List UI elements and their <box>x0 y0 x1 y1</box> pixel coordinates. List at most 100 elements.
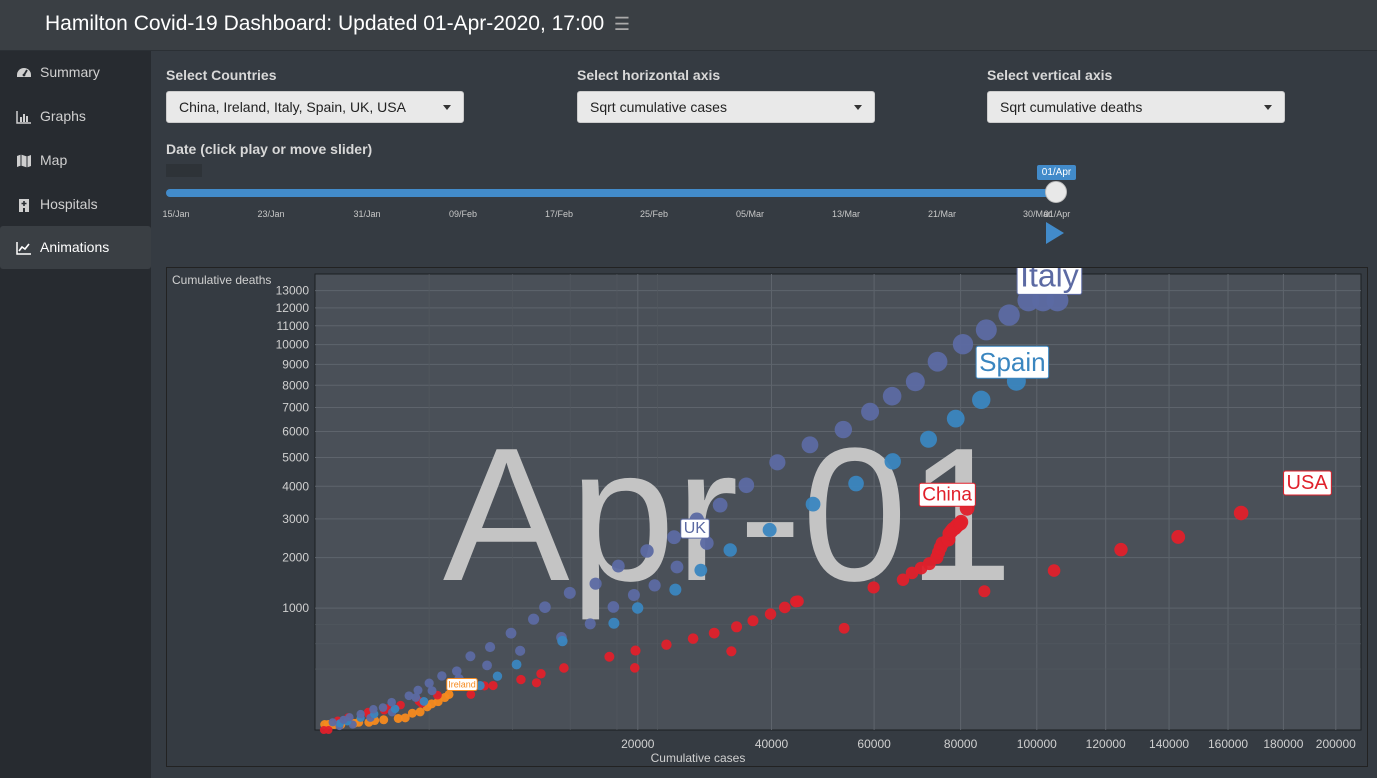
data-point <box>731 621 743 633</box>
data-point <box>589 577 602 590</box>
data-point <box>762 522 777 537</box>
data-point <box>905 372 925 392</box>
data-point <box>484 641 496 653</box>
y-tick-label: 8000 <box>282 378 309 392</box>
data-point <box>444 689 454 699</box>
country-label-text: Spain <box>979 347 1045 377</box>
y-tick-label: 6000 <box>282 424 309 438</box>
data-point <box>805 496 821 512</box>
data-point <box>407 708 417 718</box>
y-tick-label: 12000 <box>276 301 310 315</box>
country-label-text: China <box>922 484 972 505</box>
data-point <box>801 436 819 454</box>
hamburger-icon[interactable]: ☰ <box>613 14 631 34</box>
data-point <box>528 613 540 625</box>
x-tick-label: 120000 <box>1086 737 1126 751</box>
chevron-down-icon <box>1264 105 1272 110</box>
data-point <box>972 390 991 410</box>
sidebar: Summary Graphs Map Hospitals Animations <box>0 51 151 778</box>
x-tick-label: 180000 <box>1263 737 1303 751</box>
play-icon[interactable] <box>1046 222 1064 244</box>
data-point <box>387 697 396 707</box>
slider-tick-label: 25/Feb <box>639 209 669 219</box>
data-point <box>627 588 640 601</box>
country-label-text: Italy <box>1020 268 1079 293</box>
data-point <box>451 666 462 676</box>
data-point <box>559 663 569 673</box>
date-slider-thumb[interactable] <box>1045 181 1067 203</box>
sidebar-item-animations[interactable]: Animations <box>0 226 151 269</box>
data-point <box>769 454 786 471</box>
data-point <box>584 618 596 630</box>
data-point <box>747 615 759 627</box>
x-tick-label: 200000 <box>1316 737 1356 751</box>
sidebar-item-map[interactable]: Map <box>0 139 151 182</box>
sidebar-item-label: Graphs <box>40 108 86 124</box>
data-point <box>738 477 755 494</box>
sidebar-item-summary[interactable]: Summary <box>0 51 151 94</box>
country-label-text: USA <box>1287 472 1329 494</box>
countries-select[interactable]: China, Ireland, Italy, Spain, UK, USA <box>166 91 464 123</box>
data-point <box>661 639 672 650</box>
country-label-box <box>446 677 478 691</box>
data-point <box>927 351 948 372</box>
data-point <box>393 713 403 723</box>
x-tick-label: 100000 <box>1017 737 1057 751</box>
data-point <box>356 709 365 719</box>
data-point <box>1233 505 1249 521</box>
vaxis-select-value: Sqrt cumulative deaths <box>1000 99 1143 115</box>
data-point <box>531 678 542 688</box>
data-point <box>515 645 526 656</box>
slider-tick-label: 31/Jan <box>353 209 381 219</box>
data-point <box>563 586 576 599</box>
data-point <box>611 559 625 573</box>
date-slider-track[interactable] <box>166 189 1056 197</box>
y-axis-label: Cumulative deaths <box>172 273 271 287</box>
data-point <box>482 660 492 671</box>
country-label: Ireland <box>446 677 478 691</box>
chevron-down-icon <box>443 105 451 110</box>
data-point <box>1047 564 1061 577</box>
sidebar-item-hospitals[interactable]: Hospitals <box>0 183 151 226</box>
slider-tick-label: 23/Jan <box>257 209 285 219</box>
x-tick-label: 160000 <box>1208 737 1248 751</box>
sidebar-item-label: Map <box>40 152 68 168</box>
date-slider-value: 01/Apr <box>1037 165 1076 180</box>
vaxis-select[interactable]: Sqrt cumulative deaths <box>987 91 1285 123</box>
slider-tick-label: 05/Mar <box>735 209 765 219</box>
data-point <box>488 680 498 691</box>
data-point <box>492 671 503 681</box>
x-tick-label: 80000 <box>944 737 978 751</box>
data-point <box>390 704 400 714</box>
data-point <box>867 581 880 594</box>
x-tick-label: 20000 <box>621 737 655 751</box>
slider-tick-label: 09/Feb <box>448 209 478 219</box>
data-point <box>328 718 337 727</box>
country-label: USA <box>1283 470 1332 496</box>
data-point <box>882 386 902 406</box>
data-point <box>667 530 681 545</box>
data-point <box>708 627 720 639</box>
country-label: Spain <box>975 345 1050 379</box>
haxis-select[interactable]: Sqrt cumulative cases <box>577 91 875 123</box>
area-chart-icon <box>16 242 31 255</box>
data-point <box>424 678 434 688</box>
data-point <box>608 617 620 629</box>
data-point <box>726 646 737 657</box>
sidebar-item-label: Animations <box>40 239 110 255</box>
sidebar-item-graphs[interactable]: Graphs <box>0 95 151 138</box>
data-point <box>792 595 804 608</box>
scatter-chart: 20000 40000 60000 80000 100000 120000 140000 16… <box>172 255 1362 765</box>
data-point <box>712 497 728 513</box>
data-point <box>631 602 644 614</box>
slider-grid-handle <box>166 164 202 177</box>
data-point <box>427 686 437 696</box>
data-point <box>687 633 699 644</box>
y-tick-label: 7000 <box>282 401 309 415</box>
x-tick-label: 40000 <box>755 737 789 751</box>
data-point <box>539 601 551 613</box>
data-point <box>604 651 615 662</box>
data-point <box>896 573 910 586</box>
haxis-select-value: Sqrt cumulative cases <box>590 99 727 115</box>
data-point <box>952 333 974 355</box>
